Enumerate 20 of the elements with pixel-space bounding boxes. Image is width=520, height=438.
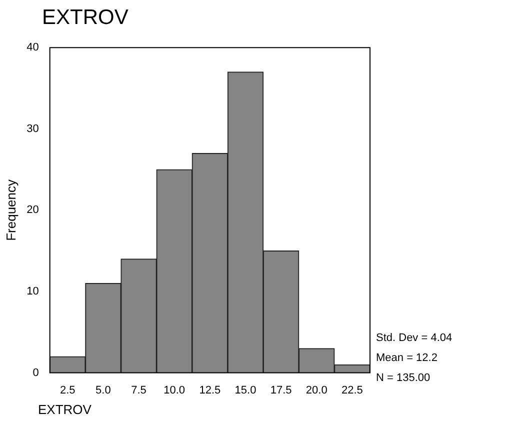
x-tick-label: 7.5 [131, 384, 146, 396]
y-tick-label: 30 [26, 122, 39, 135]
x-tick-label: 10.0 [164, 384, 186, 396]
x-tick-label: 22.5 [342, 384, 363, 396]
text: N = 135.00 [376, 371, 432, 386]
y-tick-label: 0 [32, 366, 39, 379]
text: Mean = 12.2 [376, 351, 438, 366]
x-tick-label: 5.0 [96, 384, 111, 396]
y-axis-title: Frequency [3, 178, 18, 241]
y-tick-label: 40 [26, 42, 39, 54]
x-tick-label: 20.0 [306, 384, 328, 396]
x-axis-title: EXTROV [38, 402, 92, 417]
x-tick-label: 2.5 [60, 384, 76, 396]
chart-title: EXTROV [42, 6, 128, 30]
x-tick-label: 15.0 [234, 384, 256, 396]
y-tick-label: 20 [26, 204, 39, 216]
x-tick-label: 17.5 [270, 384, 292, 396]
y-tick-label: 10 [26, 286, 39, 298]
text: Std. Dev = 4.04 [376, 331, 452, 346]
x-tick-label: 12.5 [199, 384, 221, 396]
